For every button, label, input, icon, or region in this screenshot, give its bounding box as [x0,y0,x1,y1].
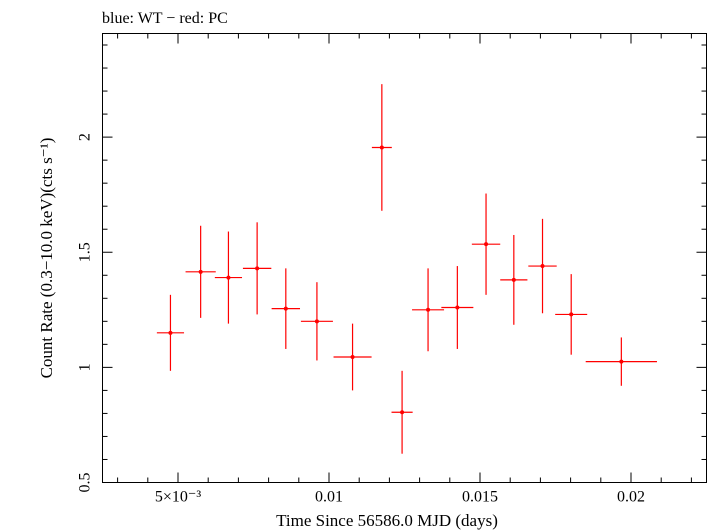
data-point [185,225,216,318]
data-point [471,193,501,295]
point-marker [484,242,489,247]
data-point [585,337,657,386]
axis-tick-labels: 5×10⁻³ 0.01 0.015 0.02 0.5 1 1.5 2 [77,133,646,505]
point-marker [426,307,431,312]
point-marker [255,266,260,271]
x-tick-label: 0.01 [315,489,343,506]
point-marker [379,145,384,150]
data-point [271,268,301,349]
point-marker [540,264,545,269]
point-marker [314,319,319,324]
x-tick-label: 5×10⁻³ [155,489,201,506]
chart-title: blue: WT − red: PC [102,10,228,27]
point-marker [226,275,231,280]
data-point [300,282,333,361]
point-marker [400,410,405,415]
point-marker [283,306,288,311]
x-tick-label: 0.015 [462,489,498,506]
point-marker [455,305,460,310]
point-marker [350,355,355,360]
data-points [156,84,657,454]
plot-frame [102,33,707,483]
data-point [555,274,588,355]
data-point [412,268,445,352]
y-tick-label: 1 [77,363,94,371]
data-point [391,370,413,454]
data-point [500,234,528,325]
data-point [214,231,243,324]
point-marker [168,330,173,335]
point-marker [198,269,203,274]
data-point [441,266,474,349]
data-point [156,294,185,371]
x-axis-label: Time Since 56586.0 MJD (days) [276,511,498,530]
point-marker [511,277,516,282]
data-point [242,222,272,315]
y-tick-label: 2 [77,133,94,141]
data-point [371,84,392,211]
y-tick-label: 0.5 [77,473,94,493]
axis-ticks [102,33,707,483]
data-point [528,218,557,314]
y-axis-label: Count Rate (0.3−10.0 keV)(cts s⁻¹) [37,138,56,379]
data-point [333,323,372,391]
x-tick-label: 0.02 [617,489,645,506]
point-marker [619,359,624,364]
point-marker [569,312,574,317]
y-tick-label: 1.5 [77,242,94,262]
